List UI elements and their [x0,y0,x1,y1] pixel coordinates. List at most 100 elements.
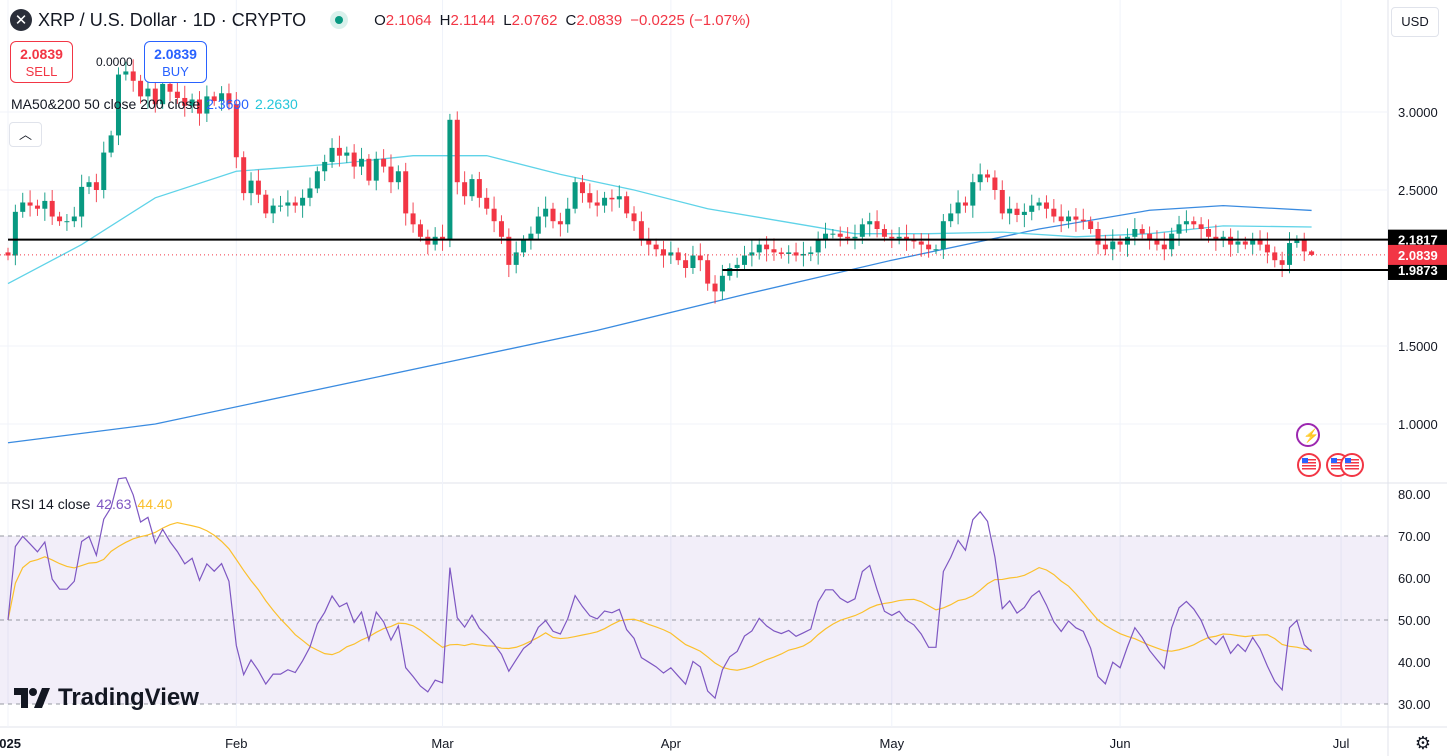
candle [572,177,578,214]
candle-body [1279,260,1285,265]
candle-body [638,221,644,240]
candle-body [550,208,556,222]
candle [535,206,541,240]
settings-gear-icon[interactable]: ⚙ [1414,733,1431,753]
collapse-legend-button[interactable]: ︿ [9,122,42,147]
buy-price: 2.0839 [154,46,197,62]
candle-body [749,252,755,256]
candle-body [1132,229,1138,237]
candle [845,227,851,245]
rsi-tick-label: 80.00 [1398,487,1431,502]
level-label: 2.1817 [1398,233,1438,248]
symbol-title[interactable]: XRP / U.S. Dollar · 1D · CRYPTO [38,9,307,30]
candle-body [484,197,490,209]
candle [300,189,306,218]
candle-body [778,252,784,254]
candle-body [278,205,284,207]
candle-body [49,200,55,217]
candle [469,174,475,201]
candle-body [940,221,946,250]
ma-legend[interactable]: MA50&200 50 close 200 close 2.3690 2.263… [11,96,298,112]
candle-body [292,202,298,206]
candle [962,196,968,213]
candle [322,154,328,181]
candle-body [329,147,335,162]
rsi-legend[interactable]: RSI 14 close 42.63 44.40 [11,496,172,512]
candle-body [874,221,880,229]
candle [778,247,784,259]
candle-body [506,236,512,265]
ma-legend-name: MA50&200 50 close 200 close [11,96,201,112]
close-label: C [565,11,577,29]
ma-legend-value-1: 2.3690 [206,96,249,112]
rsi-legend-name: RSI 14 close [11,496,91,512]
candle [609,189,615,212]
candle-body [587,193,593,203]
candle-body [86,182,92,187]
candle [5,247,11,261]
candle [233,92,239,169]
market-status-icon[interactable] [330,11,349,29]
candle-body [793,252,799,256]
candle-body [852,236,858,239]
rsi-tick-label: 50.00 [1398,613,1431,628]
candle-body [690,255,696,268]
candle-body [314,171,320,189]
candle-body [211,96,217,102]
candle-body [742,255,747,265]
candle [638,211,644,246]
candle [521,235,527,258]
rsi-tick-label: 60.00 [1398,571,1431,586]
candle-body [904,236,910,240]
candle-body [557,221,563,225]
buy-button[interactable]: 2.0839 BUY [144,41,207,83]
candle [1169,227,1175,257]
candle [373,151,379,191]
candle [1235,230,1241,254]
level-label: 1.9873 [1398,263,1438,278]
candle [1279,251,1285,278]
candle [189,93,195,113]
candle-body [417,224,423,237]
ma-slow-line [7,204,1312,444]
candle [631,206,637,231]
candle-body [727,268,733,276]
candle-body [476,179,482,198]
candle-body [101,152,107,190]
sell-button[interactable]: 2.0839 SELL [10,41,73,83]
candle [756,238,762,260]
lightning-event-icon [1296,423,1320,447]
candle [1228,228,1234,257]
candle-body [351,152,357,167]
candle [484,188,490,215]
candle [145,80,151,109]
candle [1080,208,1086,230]
close-value: 2.0839 [576,11,623,29]
candle-body [1139,229,1145,234]
x-tick-label: 2025 [0,736,21,751]
candle [1198,217,1204,239]
candle-body [1014,208,1020,215]
currency-button[interactable]: USD [1391,7,1439,37]
candle [351,144,357,179]
candle-body [174,91,180,98]
flag-stripe [1345,468,1359,470]
candle-body [108,135,114,153]
candle [1139,224,1145,239]
candle [683,253,689,278]
candle-body [204,96,210,114]
candle [152,77,158,113]
candle [1029,194,1035,221]
candle-body [631,213,637,222]
candle-body [977,174,983,183]
candle-body [734,264,740,268]
flag-stripe [1302,468,1316,470]
candle-body [1124,236,1130,245]
tradingview-logo-icon [14,688,50,708]
candle [344,146,350,163]
symbol-header: ✕ XRP / U.S. Dollar · 1D · CRYPTO O2.106… [10,9,750,31]
candle [506,228,512,278]
candle [1073,208,1079,232]
candle [594,190,600,217]
